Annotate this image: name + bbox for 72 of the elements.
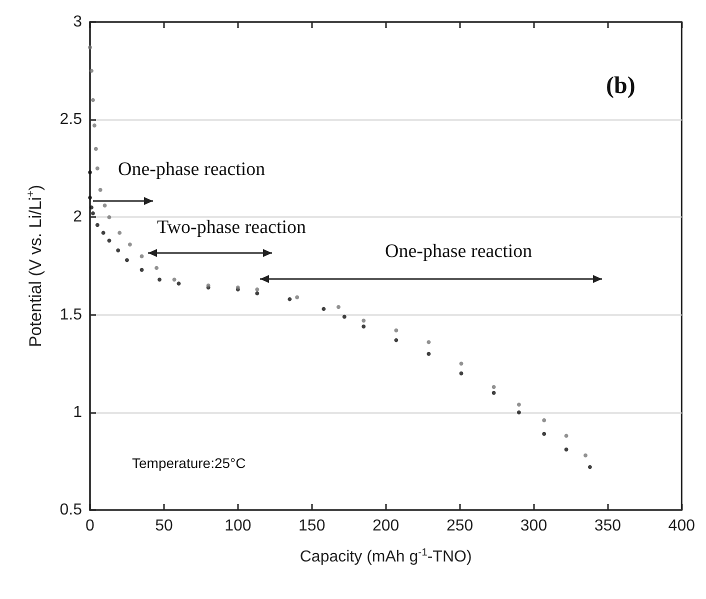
y-tick-label: 0.5 (60, 502, 82, 518)
x-tick-label: 300 (520, 518, 548, 534)
point (140, 254, 144, 258)
point (154, 266, 159, 270)
point (92, 123, 96, 128)
point (89, 205, 94, 210)
x-tick-label: 150 (298, 518, 326, 534)
point (95, 166, 100, 170)
point (295, 295, 300, 300)
point (394, 328, 398, 332)
point (588, 465, 592, 470)
x-tick-label: 0 (86, 518, 95, 534)
point (101, 230, 106, 235)
point (140, 268, 144, 272)
point (394, 338, 398, 342)
point (492, 390, 496, 395)
point (542, 418, 546, 422)
y-tick-label: 2 (73, 208, 82, 226)
point (128, 242, 132, 247)
y-tick-label: 1.5 (60, 306, 82, 324)
annotation: (b) (606, 73, 636, 99)
x-tick-label: 350 (594, 518, 622, 534)
point (89, 68, 94, 73)
point (426, 352, 431, 356)
y-tick-label: 2.5 (60, 111, 82, 128)
point (158, 278, 162, 282)
point (90, 211, 95, 216)
point (362, 324, 366, 329)
point (107, 238, 112, 243)
point (255, 287, 260, 292)
point (362, 318, 366, 323)
point (116, 248, 120, 252)
point (342, 314, 346, 319)
point (88, 170, 92, 174)
point (118, 230, 122, 235)
point (102, 203, 107, 208)
point (584, 453, 588, 458)
point (88, 196, 92, 200)
point (564, 447, 568, 452)
point (459, 371, 464, 376)
point (94, 146, 98, 151)
annotation: One-phase reaction (118, 159, 266, 180)
y-tick-label: 3 (73, 14, 82, 30)
point (492, 385, 496, 390)
point (336, 304, 340, 309)
x-tick-label: 100 (224, 518, 252, 534)
y-tick-label: 1 (73, 404, 82, 421)
x-tick-label: 50 (155, 518, 173, 534)
point (88, 45, 92, 50)
x-tick-label: 250 (446, 518, 474, 534)
point (98, 188, 102, 192)
annotation: One-phase reaction (385, 241, 533, 262)
point (124, 258, 129, 262)
point (426, 340, 431, 344)
point (542, 432, 546, 436)
point (107, 215, 112, 220)
x-tick-label: 400 (668, 518, 696, 534)
point (516, 402, 521, 407)
point (564, 434, 568, 438)
point (322, 306, 326, 311)
point (172, 278, 176, 282)
annotation: Temperature:25°C (132, 455, 246, 471)
point (95, 223, 100, 228)
point (459, 362, 464, 366)
point (176, 282, 181, 286)
x-tick-label: 200 (372, 518, 400, 534)
annotation: Two-phase reaction (157, 217, 307, 238)
point (516, 410, 521, 414)
point (90, 98, 95, 102)
point (288, 297, 292, 302)
y-axis-title: Potential (V vs. Li/Li+) (25, 184, 45, 348)
point (255, 291, 260, 296)
